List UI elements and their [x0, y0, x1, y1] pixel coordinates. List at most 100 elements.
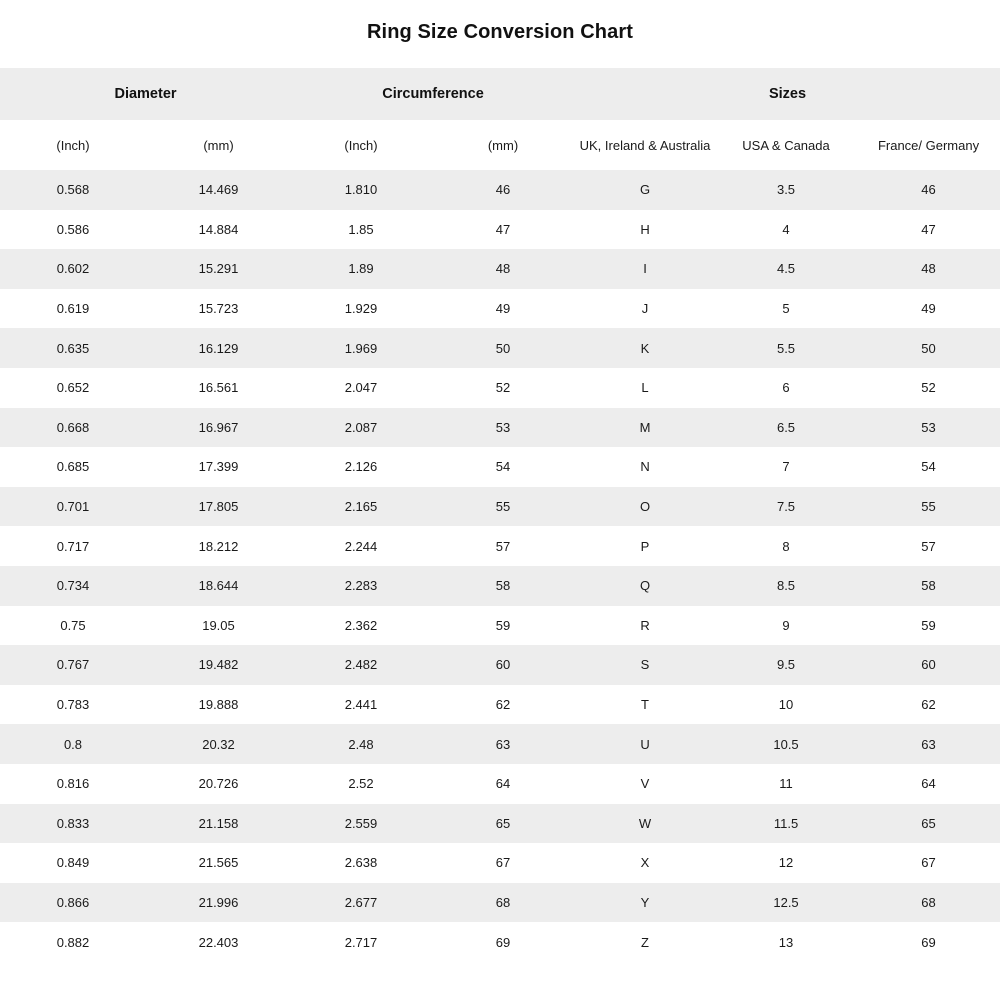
table-cell: R [575, 605, 716, 646]
table-row: 0.849 21.565 2.638 67 X 12 67 [0, 843, 1000, 883]
table-cell: 0.849 [0, 843, 146, 883]
table-cell: 19.888 [146, 684, 291, 725]
table-cell: 18.212 [146, 526, 291, 566]
table-cell: 49 [857, 288, 1000, 329]
group-header-circumference: Circumference [291, 68, 576, 120]
table-cell: M [575, 407, 716, 448]
table-cell: O [575, 486, 716, 527]
table-cell: 1.969 [291, 328, 431, 368]
table-cell: 48 [431, 249, 576, 289]
table-row: 0.701 17.805 2.165 55 O 7.5 55 [0, 486, 1000, 527]
column-header-circumference-mm: (mm) [431, 120, 576, 170]
table-row: 0.568 14.469 1.810 46 G 3.5 46 [0, 170, 1000, 210]
table-cell: 8.5 [715, 565, 858, 606]
table-cell: 20.32 [146, 724, 291, 764]
table-cell: 1.929 [291, 288, 431, 329]
table-cell: 65 [431, 803, 576, 844]
table-cell: Z [575, 922, 716, 962]
table-cell: T [575, 684, 716, 725]
table-cell: 52 [431, 367, 576, 408]
table-cell: 60 [857, 645, 1000, 685]
table-head: Diameter Circumference Sizes (Inch) (mm)… [0, 68, 1000, 170]
table-cell: I [575, 249, 716, 289]
table-cell: 0.668 [0, 407, 146, 448]
table-cell: Q [575, 565, 716, 606]
ring-size-conversion-table: Diameter Circumference Sizes (Inch) (mm)… [0, 68, 1000, 962]
table-cell: 19.482 [146, 645, 291, 685]
table-cell: 0.717 [0, 526, 146, 566]
table-cell: 57 [431, 526, 576, 566]
table-cell: V [575, 763, 716, 804]
table-cell: 3.5 [715, 170, 858, 210]
table-cell: 10.5 [715, 724, 858, 764]
table-body: 0.568 14.469 1.810 46 G 3.5 46 0.586 14.884 1.85 4… [0, 170, 1000, 962]
table-cell: 52 [857, 367, 1000, 408]
table-cell: 0.882 [0, 922, 146, 962]
table-cell: 17.805 [146, 486, 291, 527]
table-cell: 5 [715, 288, 858, 329]
table-cell: 18.644 [146, 565, 291, 606]
table-cell: 54 [857, 447, 1000, 487]
group-header-sizes: Sizes [575, 68, 1000, 120]
table-cell: 0.734 [0, 565, 146, 606]
table-cell: 69 [857, 922, 1000, 962]
table-cell: 0.619 [0, 288, 146, 329]
table-cell: 2.244 [291, 526, 431, 566]
table-cell: J [575, 288, 716, 329]
table-row: 0.8 20.32 2.48 63 U 10.5 63 [0, 724, 1000, 764]
table-cell: 1.89 [291, 249, 431, 289]
table-row: 0.619 15.723 1.929 49 J 5 49 [0, 288, 1000, 329]
table-cell: 9 [715, 605, 858, 646]
table-cell: U [575, 724, 716, 764]
table-cell: 14.469 [146, 170, 291, 210]
table-cell: 21.565 [146, 843, 291, 883]
table-cell: 0.652 [0, 367, 146, 408]
table-cell: 2.677 [291, 882, 431, 923]
table-cell: P [575, 526, 716, 566]
table-cell: 17.399 [146, 447, 291, 487]
table-cell: 48 [857, 249, 1000, 289]
table-row: 0.75 19.05 2.362 59 R 9 59 [0, 605, 1000, 646]
column-header-diameter-mm: (mm) [146, 120, 291, 170]
table-cell: 0.568 [0, 170, 146, 210]
table-cell: 6 [715, 367, 858, 408]
table-cell: 69 [431, 922, 576, 962]
column-header-row: (Inch) (mm) (Inch) (mm) UK, Ireland & Au… [0, 120, 1000, 170]
table-cell: 2.283 [291, 565, 431, 606]
table-cell: 64 [431, 763, 576, 804]
table-cell: 58 [431, 565, 576, 606]
table-cell: 15.291 [146, 249, 291, 289]
table-cell: X [575, 843, 716, 883]
column-header-diameter-inch: (Inch) [0, 120, 146, 170]
table-cell: 0.8 [0, 724, 146, 764]
table-cell: 0.767 [0, 645, 146, 685]
table-cell: 59 [857, 605, 1000, 646]
table-cell: 58 [857, 565, 1000, 606]
table-cell: 2.441 [291, 684, 431, 725]
table-cell: 2.559 [291, 803, 431, 844]
table-cell: 12 [715, 843, 858, 883]
table-cell: 0.833 [0, 803, 146, 844]
table-cell: 49 [431, 288, 576, 329]
column-header-uk-ireland-australia: UK, Ireland & Australia [575, 120, 716, 170]
table-cell: 63 [431, 724, 576, 764]
table-cell: 50 [857, 328, 1000, 368]
table-cell: 2.087 [291, 407, 431, 448]
table-cell: 20.726 [146, 763, 291, 804]
table-row: 0.652 16.561 2.047 52 L 6 52 [0, 367, 1000, 408]
table-cell: 67 [857, 843, 1000, 883]
table-cell: 0.586 [0, 209, 146, 250]
table-row: 0.833 21.158 2.559 65 W 11.5 65 [0, 803, 1000, 844]
table-cell: G [575, 170, 716, 210]
table-cell: 1.85 [291, 209, 431, 250]
table-cell: 7 [715, 447, 858, 487]
page-title: Ring Size Conversion Chart [367, 21, 633, 43]
table-cell: 0.685 [0, 447, 146, 487]
table-cell: 2.362 [291, 605, 431, 646]
table-row: 0.882 22.403 2.717 69 Z 13 69 [0, 922, 1000, 962]
table-cell: Y [575, 882, 716, 923]
table-cell: 11 [715, 763, 858, 804]
table-cell: 2.126 [291, 447, 431, 487]
table-cell: 4.5 [715, 249, 858, 289]
